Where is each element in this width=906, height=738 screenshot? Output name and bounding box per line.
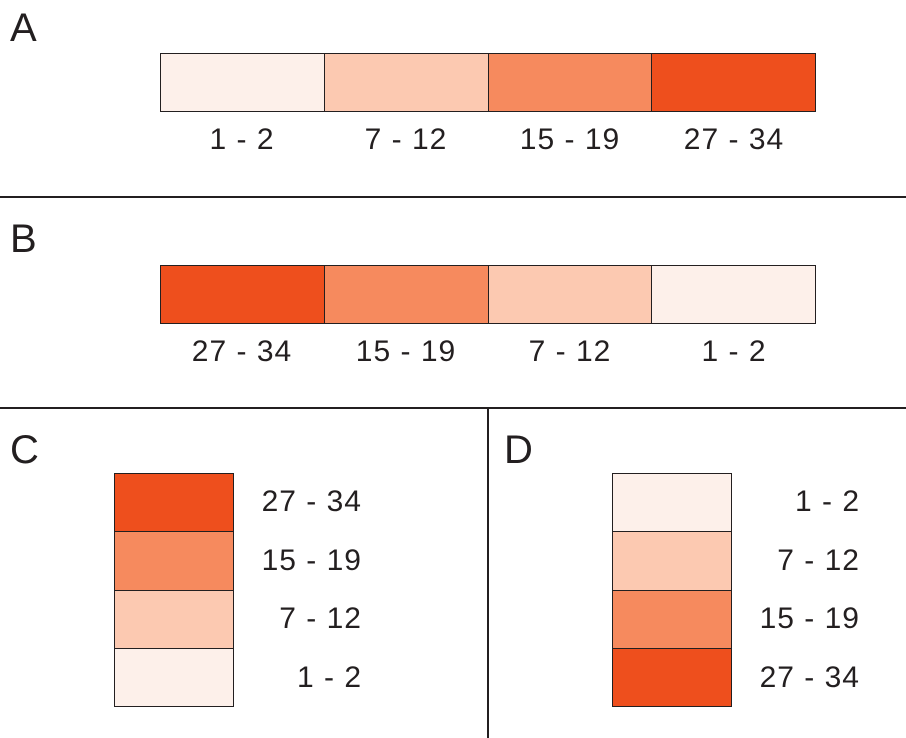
legend-labels-b: 27 - 34 15 - 19 7 - 12 1 - 2 bbox=[160, 337, 816, 367]
legend-swatch bbox=[613, 648, 731, 706]
legend-swatch bbox=[324, 54, 489, 111]
divider-horizontal-top bbox=[0, 196, 906, 198]
legend-label: 1 - 2 bbox=[701, 335, 767, 368]
panel-a-letter: A bbox=[10, 6, 37, 50]
legend-label: 27 - 34 bbox=[191, 335, 293, 368]
legend-bar-d bbox=[612, 473, 732, 707]
panel-b-letter: B bbox=[10, 217, 37, 261]
legend-label: 27 - 34 bbox=[683, 123, 785, 156]
legend-swatch bbox=[613, 590, 731, 649]
legend-labels-a: 1 - 2 7 - 12 15 - 19 27 - 34 bbox=[160, 125, 816, 155]
legend-label: 7 - 12 bbox=[279, 602, 362, 636]
panel-d-letter: D bbox=[504, 428, 533, 472]
legend-swatch bbox=[652, 266, 815, 323]
legend-swatch bbox=[115, 474, 233, 533]
panel-c-letter: C bbox=[10, 428, 39, 472]
legend-label: 27 - 34 bbox=[261, 485, 362, 519]
legend-label: 7 - 12 bbox=[777, 543, 860, 577]
legend-swatch bbox=[161, 54, 325, 111]
divider-horizontal-bottom bbox=[0, 407, 906, 409]
legend-label: 27 - 34 bbox=[759, 660, 860, 694]
legend-swatch bbox=[488, 54, 653, 111]
legend-swatch bbox=[115, 648, 233, 706]
legend-label: 1 - 2 bbox=[794, 485, 860, 519]
legend-label: 15 - 19 bbox=[355, 335, 457, 368]
legend-swatch bbox=[115, 532, 233, 591]
legend-swatch bbox=[652, 54, 815, 111]
legend-labels-c: 27 - 34 15 - 19 7 - 12 1 - 2 bbox=[250, 473, 362, 707]
legend-swatch bbox=[488, 266, 653, 323]
legend-label: 15 - 19 bbox=[759, 602, 860, 636]
legend-swatch bbox=[161, 266, 325, 323]
legend-label: 1 - 2 bbox=[209, 123, 275, 156]
legend-swatch bbox=[613, 474, 731, 533]
legend-bar-b bbox=[160, 265, 816, 324]
legend-swatch bbox=[115, 590, 233, 649]
legend-bar-c bbox=[114, 473, 234, 707]
divider-vertical bbox=[487, 408, 489, 738]
legend-swatch bbox=[613, 532, 731, 591]
legend-bar-a bbox=[160, 53, 816, 112]
legend-swatch bbox=[324, 266, 489, 323]
legend-label: 15 - 19 bbox=[261, 543, 362, 577]
legend-label: 7 - 12 bbox=[528, 335, 612, 368]
legend-label: 15 - 19 bbox=[519, 123, 621, 156]
legend-label: 1 - 2 bbox=[296, 660, 362, 694]
legend-labels-d: 1 - 2 7 - 12 15 - 19 27 - 34 bbox=[748, 473, 860, 707]
legend-label: 7 - 12 bbox=[364, 123, 448, 156]
